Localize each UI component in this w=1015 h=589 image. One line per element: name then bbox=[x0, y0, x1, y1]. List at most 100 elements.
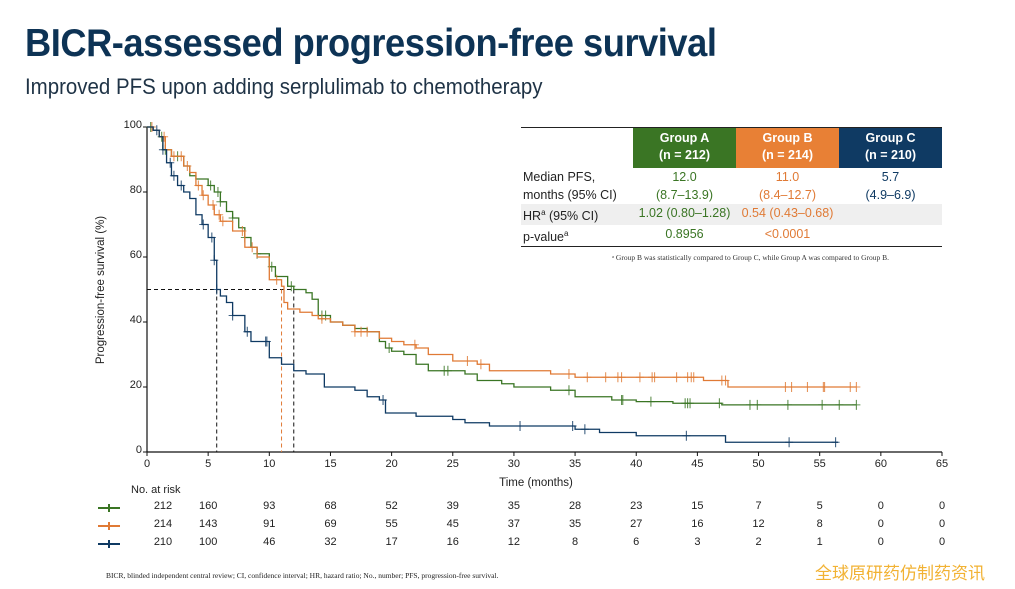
median-reference-lines bbox=[147, 289, 295, 452]
risk-cell: 0 bbox=[938, 518, 946, 530]
censor-mark bbox=[410, 339, 419, 350]
censor-mark bbox=[317, 313, 326, 324]
censor-mark bbox=[715, 398, 724, 409]
y-tick-label: 60 bbox=[130, 249, 142, 261]
risk-cell: 93 bbox=[263, 500, 276, 512]
header-group-c: Group C (n = 210) bbox=[839, 128, 942, 168]
risk-cell: 91 bbox=[263, 518, 276, 530]
risk-cell: 5 bbox=[816, 500, 823, 512]
chart-axes: 0 5 10 15 20 25 30 35 40 45 50 55 60 65 0 20 40 60 80 100 bbox=[124, 119, 948, 470]
risk-legend-swatch bbox=[98, 504, 120, 512]
table-footnote: ᵃ Group B was statistically compared to … bbox=[612, 253, 890, 262]
risk-cell: 0 bbox=[877, 536, 884, 548]
x-tick-label: 65 bbox=[936, 458, 948, 470]
x-tick-label: 5 bbox=[205, 458, 211, 470]
risk-cell: 39 bbox=[446, 500, 459, 512]
censor-mark bbox=[835, 399, 844, 410]
summary-table-header: Group A (n = 212) Group B (n = 214) Grou… bbox=[521, 128, 942, 168]
x-tick-label: 25 bbox=[447, 458, 459, 470]
risk-cell: 12 bbox=[507, 536, 521, 548]
censor-mark bbox=[682, 430, 691, 441]
censor-mark bbox=[169, 170, 178, 181]
x-tick-label: 35 bbox=[569, 458, 581, 470]
censor-mark bbox=[207, 232, 216, 243]
risk-cell: 0 bbox=[877, 500, 884, 512]
row-median-ci: months (95% CI) (8.7–13.9) (8.4–12.7) (4… bbox=[523, 188, 916, 202]
censor-mark bbox=[617, 372, 626, 383]
y-axis-label: Progression-free survival (%) bbox=[95, 216, 107, 364]
x-tick-label: 60 bbox=[875, 458, 887, 470]
risk-cell: 55 bbox=[385, 518, 398, 530]
risk-cell: 17 bbox=[385, 536, 398, 548]
series-group-b bbox=[147, 122, 861, 392]
risk-legend-swatch bbox=[98, 540, 120, 548]
risk-cell: 3 bbox=[694, 536, 701, 548]
censor-mark bbox=[831, 437, 840, 448]
censor-mark bbox=[568, 421, 577, 431]
risk-cell: 69 bbox=[324, 518, 337, 530]
risk-cell: 1 bbox=[816, 536, 823, 548]
risk-cell: 15 bbox=[691, 500, 704, 512]
risk-cell: 35 bbox=[568, 518, 582, 530]
censor-mark bbox=[785, 437, 794, 448]
risk-cell: 7 bbox=[755, 500, 762, 512]
censor-mark bbox=[199, 219, 208, 230]
censor-mark bbox=[215, 209, 224, 220]
censor-mark bbox=[783, 399, 792, 410]
censor-mark bbox=[672, 372, 681, 383]
x-tick-label: 10 bbox=[263, 458, 275, 470]
slide-title: BICR-assessed progression-free survival bbox=[25, 22, 717, 65]
censor-mark bbox=[169, 151, 178, 162]
censor-mark bbox=[194, 180, 203, 191]
censor-mark bbox=[212, 284, 221, 295]
x-tick-label: 30 bbox=[508, 458, 520, 470]
censor-mark bbox=[618, 395, 627, 405]
x-tick-label: 15 bbox=[324, 458, 336, 470]
censor-mark bbox=[580, 424, 589, 435]
censor-mark bbox=[158, 144, 167, 155]
risk-cell: 12 bbox=[752, 518, 765, 530]
censor-mark bbox=[209, 200, 218, 210]
risk-cell: 23 bbox=[630, 500, 643, 512]
censor-mark bbox=[787, 382, 796, 392]
censor-mark bbox=[689, 372, 698, 383]
header-group-a: Group A (n = 212) bbox=[633, 128, 736, 168]
y-tick-label: 20 bbox=[130, 379, 142, 391]
row-median: Median PFS, 12.0 11.0 5.7 bbox=[523, 170, 900, 184]
risk-cell: 8 bbox=[572, 536, 579, 548]
censor-mark bbox=[287, 281, 296, 292]
censor-mark bbox=[564, 369, 573, 379]
y-tick-label: 0 bbox=[136, 444, 142, 456]
risk-cell: 35 bbox=[507, 500, 521, 512]
watermark: 全球原研药仿制药资讯 bbox=[815, 564, 985, 583]
risk-cell: 45 bbox=[446, 518, 459, 530]
risk-cell: 37 bbox=[507, 518, 521, 530]
censor-mark bbox=[753, 399, 762, 410]
risk-cell: 68 bbox=[324, 500, 337, 512]
censor-mark bbox=[248, 242, 257, 253]
risk-cell: 46 bbox=[263, 536, 276, 548]
risk-legend-swatch bbox=[98, 522, 120, 530]
x-tick-label: 40 bbox=[630, 458, 642, 470]
risk-cell: 8 bbox=[816, 518, 823, 530]
censor-mark bbox=[152, 125, 161, 136]
x-axis-label: Time (months) bbox=[499, 477, 573, 489]
censor-mark bbox=[216, 196, 225, 207]
risk-cell: 32 bbox=[324, 536, 337, 548]
risk-cell: 28 bbox=[568, 500, 582, 512]
risk-cell: 16 bbox=[446, 536, 459, 548]
censor-mark bbox=[516, 421, 525, 431]
censor-mark bbox=[210, 255, 219, 266]
risk-legend-tick bbox=[108, 522, 110, 530]
censor-mark bbox=[385, 343, 394, 353]
risk-cell: 160 bbox=[198, 500, 218, 512]
censor-mark bbox=[228, 310, 237, 321]
x-tick-label: 20 bbox=[385, 458, 397, 470]
censor-mark bbox=[820, 382, 829, 392]
censor-mark bbox=[177, 180, 186, 191]
risk-table-title: No. at risk bbox=[131, 484, 181, 496]
censor-mark bbox=[166, 157, 175, 168]
risk-cell: 210 bbox=[153, 536, 173, 548]
censor-mark bbox=[177, 151, 186, 162]
